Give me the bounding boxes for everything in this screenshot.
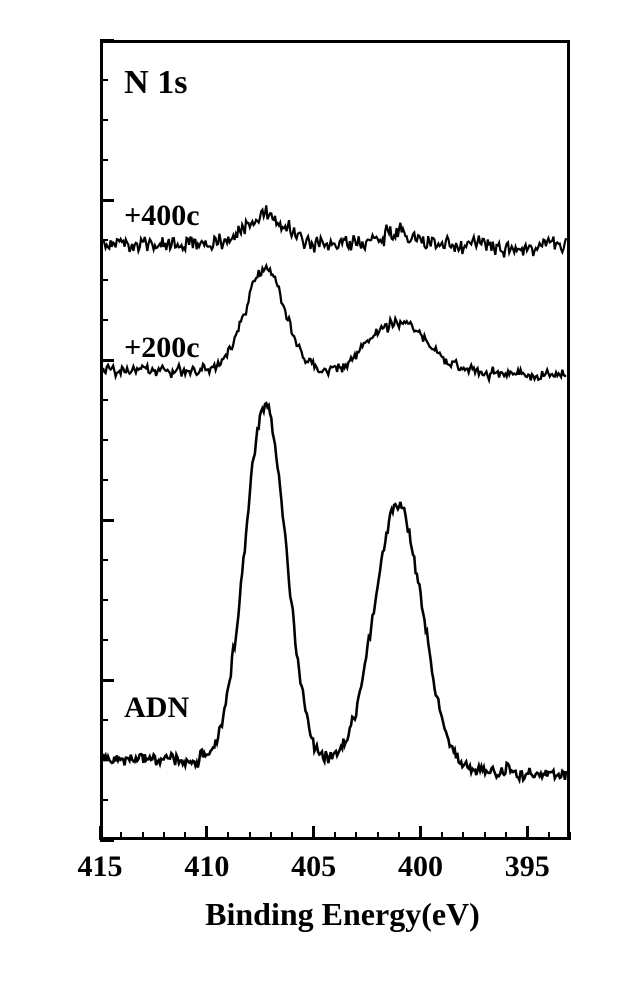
tick — [100, 559, 108, 561]
tick — [100, 399, 108, 401]
tick — [100, 519, 114, 522]
tick — [100, 279, 108, 281]
tick — [100, 759, 108, 761]
tick — [100, 359, 114, 362]
tick — [100, 39, 114, 42]
tick — [227, 832, 229, 840]
tick — [100, 799, 108, 801]
tick — [291, 832, 293, 840]
tick — [100, 119, 108, 121]
tick — [526, 826, 529, 840]
tick — [398, 832, 400, 840]
tick — [419, 826, 422, 840]
x-tick-label: 410 — [184, 850, 229, 884]
tick — [163, 832, 165, 840]
tick — [100, 479, 108, 481]
tick — [484, 832, 486, 840]
tick — [548, 832, 550, 840]
x-tick-label: 395 — [505, 850, 550, 884]
tick — [100, 439, 108, 441]
tick — [569, 832, 571, 840]
tick — [355, 832, 357, 840]
tick — [249, 832, 251, 840]
x-tick-label: 400 — [398, 850, 443, 884]
plot-area: N 1s +400c +200c ADN — [100, 40, 570, 840]
annotation-adn: ADN — [124, 691, 189, 725]
tick — [205, 826, 208, 840]
figure: N 1s +400c +200c ADN Binding Energy(eV) 415… — [0, 0, 630, 1000]
tick — [100, 599, 108, 601]
tick — [441, 832, 443, 840]
tick — [100, 679, 114, 682]
tick — [312, 826, 315, 840]
annotation-n1s: N 1s — [124, 64, 187, 102]
tick — [100, 839, 114, 842]
tick — [120, 832, 122, 840]
tick — [334, 832, 336, 840]
tick — [100, 79, 108, 81]
tick — [100, 199, 114, 202]
tick — [270, 832, 272, 840]
tick — [184, 832, 186, 840]
x-tick-label: 405 — [291, 850, 336, 884]
tick — [100, 639, 108, 641]
x-tick-label: 415 — [78, 850, 123, 884]
tick — [100, 159, 108, 161]
tick — [505, 832, 507, 840]
tick — [142, 832, 144, 840]
tick — [100, 239, 108, 241]
x-axis-label: Binding Energy(eV) — [205, 896, 480, 933]
tick — [100, 319, 108, 321]
tick — [377, 832, 379, 840]
annotation-200c: +200c — [124, 331, 199, 365]
tick — [462, 832, 464, 840]
annotation-400c: +400c — [124, 199, 199, 233]
tick — [100, 719, 108, 721]
